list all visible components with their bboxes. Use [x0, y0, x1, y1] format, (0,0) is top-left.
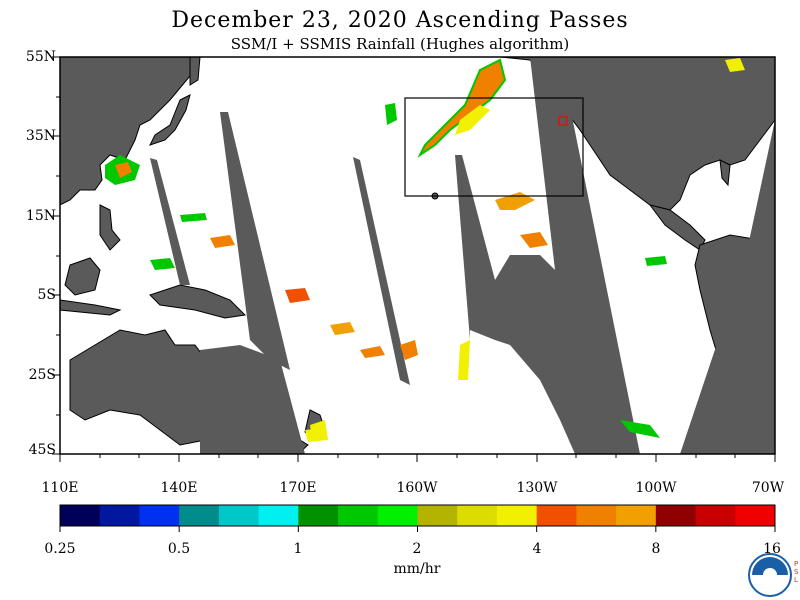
lat-label-45s: 45S	[28, 442, 56, 458]
gap-swath-2	[220, 112, 290, 370]
gap-swath-5	[200, 345, 305, 454]
rain-patch-north-east	[725, 58, 745, 72]
rain-patches	[105, 58, 745, 442]
gap-swath-6	[680, 120, 775, 454]
lat-label-25s: 25S	[28, 367, 56, 383]
rain-patch-tropics-9	[645, 256, 667, 266]
colorbar-label-4: 4	[532, 541, 542, 557]
rain-patch-north-1	[385, 103, 397, 125]
rain-patch-nz	[305, 428, 328, 442]
rain-patch-tropics-8	[150, 258, 175, 270]
lat-label-35n: 35N	[25, 128, 56, 144]
rain-patch-tropics-7	[458, 340, 470, 380]
rain-patch-east-pac	[620, 420, 660, 438]
colorbar-label-6: 16	[763, 541, 781, 557]
lon-label-100w: 100W	[635, 480, 677, 496]
lat-ticks	[52, 56, 60, 455]
colorbar-label-1: 0.5	[167, 541, 191, 557]
psl-logo-text: PSL	[794, 560, 799, 584]
florida-land	[719, 159, 731, 187]
new-guinea-land	[149, 284, 247, 319]
rain-patch-tropics-4	[330, 322, 355, 335]
gap-swath-3	[353, 157, 410, 385]
rain-patch-tropics-5	[360, 346, 385, 358]
rain-patch-tropics-2	[210, 235, 235, 248]
lon-label-130w: 130W	[516, 480, 558, 496]
gap-swath-4	[455, 57, 640, 454]
rain-patch-tropics-1	[520, 232, 548, 248]
rain-patch-tropics-3	[285, 288, 310, 303]
japan-land	[149, 94, 191, 146]
region-box	[404, 97, 584, 197]
lon-ticks	[59, 454, 776, 462]
philippines-land	[99, 204, 121, 251]
rain-patch-north-2	[180, 213, 207, 222]
rain-patch-pacific-nw-2	[455, 105, 490, 135]
lon-label-170e: 170E	[279, 480, 317, 496]
lon-label-110e: 110E	[41, 480, 79, 496]
colorbar-label-2: 1	[293, 541, 303, 557]
lat-label-15n: 15N	[25, 208, 56, 224]
lon-label-140e: 140E	[160, 480, 198, 496]
rain-patch-tropics-6	[400, 340, 418, 360]
colorbar-label-3: 2	[412, 541, 422, 557]
colorbar-label-5: 8	[651, 541, 661, 557]
rain-patch-china-core	[115, 162, 132, 178]
chart-subtitle: SSM/I + SSMIS Rainfall (Hughes algorithm…	[230, 35, 570, 53]
colorbar-label-0: 0.25	[44, 541, 76, 557]
borneo-land	[64, 257, 101, 296]
rain-patch-pacific-nw	[417, 58, 507, 158]
lat-label-55n: 55N	[25, 49, 56, 65]
gap-swath-1	[150, 158, 190, 285]
noaa-logo	[748, 553, 792, 597]
lat-label-5s: 5S	[37, 287, 57, 303]
lon-label-70w: 70W	[751, 480, 785, 496]
colorbar-units: mm/hr	[393, 561, 441, 577]
location-marker	[558, 116, 568, 126]
lon-label-160w: 160W	[396, 480, 438, 496]
data-gaps	[150, 57, 775, 454]
chart-title: December 23, 2020 Ascending Passes	[171, 8, 629, 33]
